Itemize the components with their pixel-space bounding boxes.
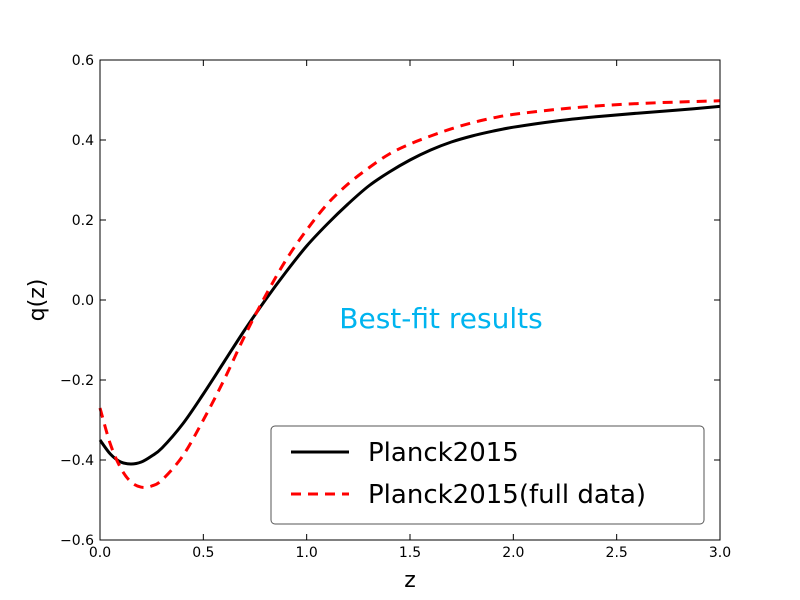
series-line-planck2015 [98,104,721,466]
x-axis-label: z [404,568,416,593]
y-tick-label: 0.4 [72,133,94,149]
legend-label-planck2015-full-data: Planck2015(full data) [368,480,646,510]
x-tick-label: 1.5 [399,545,421,561]
y-tick-label: −0.4 [60,453,94,469]
annotation-text: Best-fit results [339,302,542,335]
x-tick-label: 2.0 [502,545,524,561]
legend: Planck2015 Planck2015(full data) [270,425,705,525]
legend-label-planck2015: Planck2015 [368,438,519,468]
y-tick-label: −0.6 [60,533,94,549]
y-tick-label: 0.2 [72,213,94,229]
x-tick-label: 0.5 [192,545,214,561]
x-tick-label: 1.0 [296,545,318,561]
y-tick-label: 0.0 [72,293,94,309]
y-tick-label: 0.6 [72,53,94,69]
y-axis-label: q(z) [25,279,50,322]
y-tick-label: −0.2 [60,373,94,389]
x-tick-label: 3.0 [709,545,731,561]
series-layer [98,99,721,489]
x-tick-label: 2.5 [606,545,628,561]
tick-layer: 0.0 0.5 1.0 1.5 2.0 2.5 3.0 −0.6 −0.4 −0.2 0.0 0.2 0… [60,53,731,561]
legend-box [270,425,705,525]
x-tick-label: 0.0 [89,545,111,561]
